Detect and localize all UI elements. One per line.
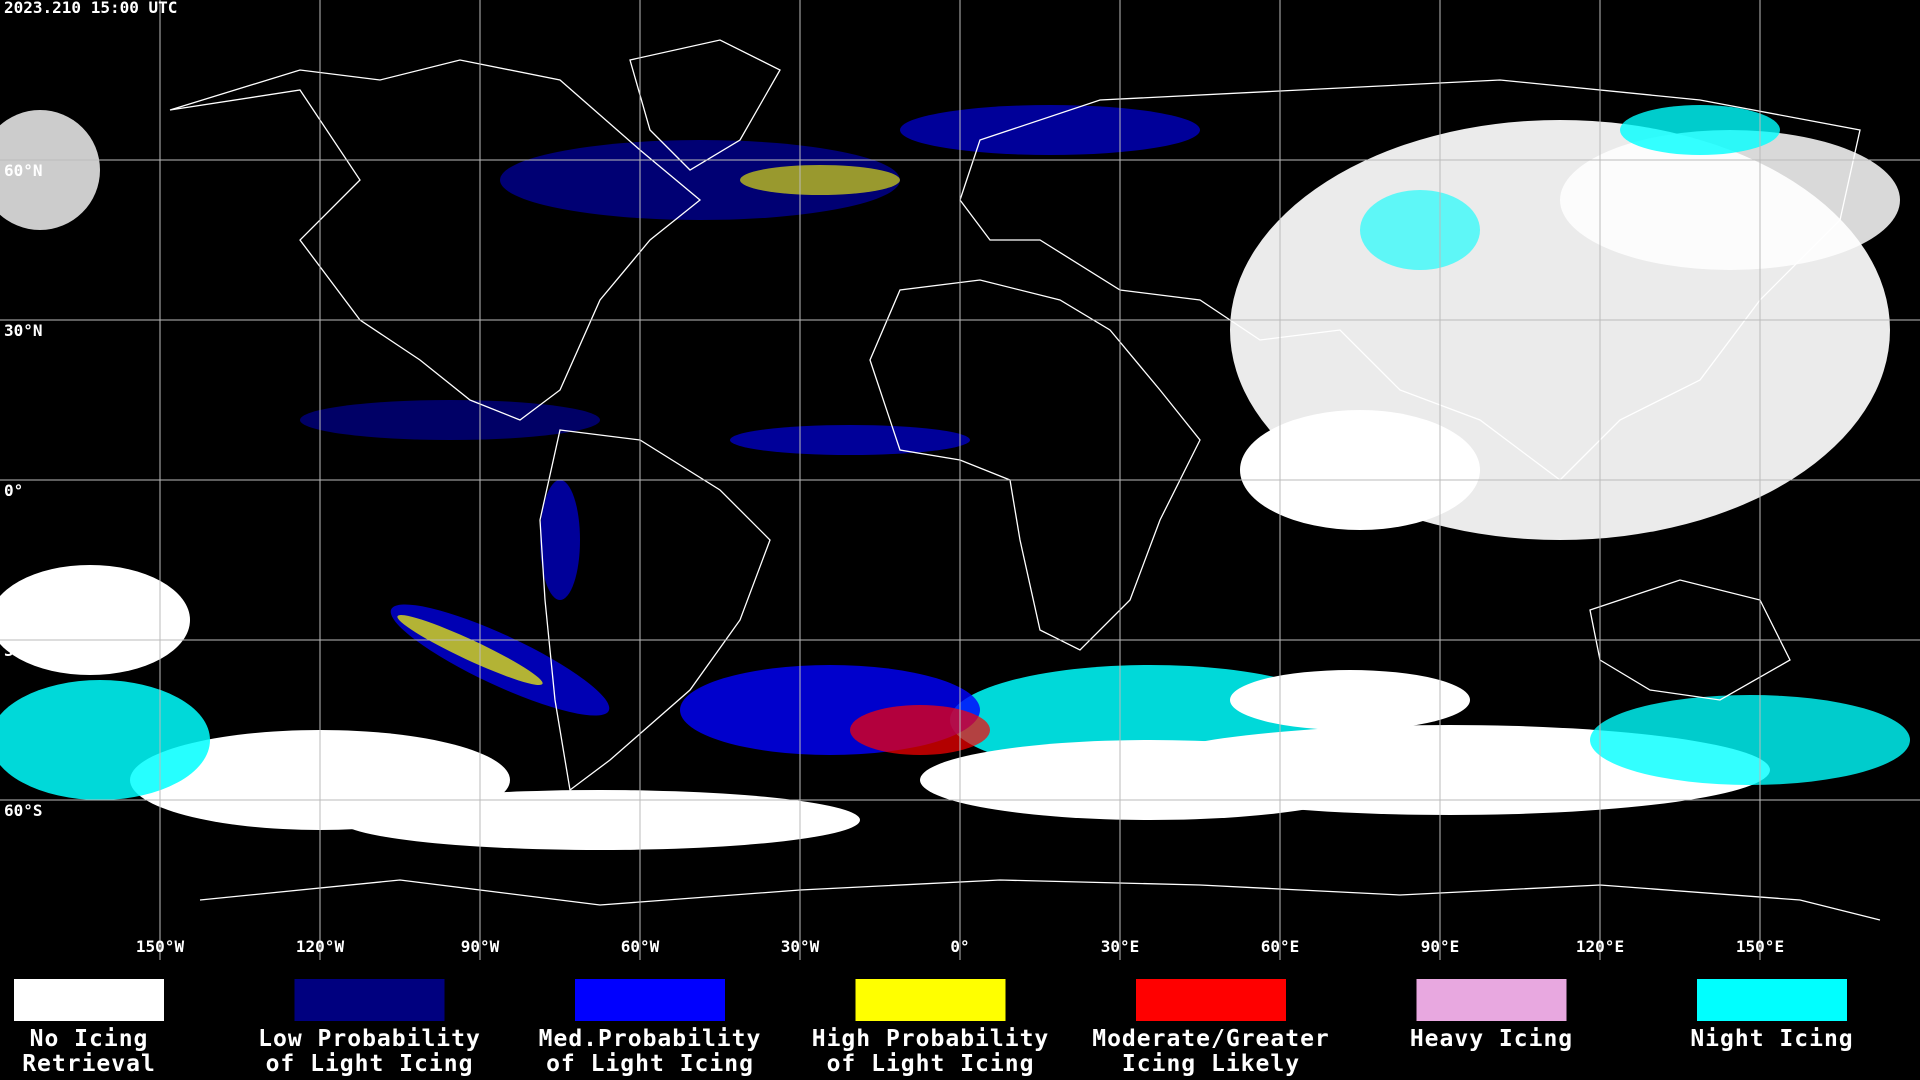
legend-label: Night Icing <box>1690 1026 1853 1052</box>
legend-label: Retrieval <box>22 1051 156 1077</box>
latitude-label: 30°S <box>4 641 43 660</box>
longitude-label: 90°E <box>1421 937 1460 956</box>
latitude-label: 0° <box>4 481 23 500</box>
legend-label: of Light Icing <box>266 1051 474 1077</box>
longitude-label: 0° <box>950 937 969 956</box>
longitude-label: 150°E <box>1736 937 1784 956</box>
cloud-cover <box>0 105 1910 850</box>
longitude-label: 60°E <box>1261 937 1300 956</box>
legend-swatch <box>1136 979 1286 1021</box>
longitude-label: 120°E <box>1576 937 1624 956</box>
longitude-label: 150°W <box>136 937 185 956</box>
longitude-label: 120°W <box>296 937 345 956</box>
legend-label: Moderate/Greater <box>1092 1026 1330 1052</box>
legend-label: Icing Likely <box>1122 1051 1300 1077</box>
longitude-label: 60°W <box>621 937 660 956</box>
legend-swatch <box>575 979 725 1021</box>
legend-label: Low Probability <box>258 1026 481 1052</box>
timestamp: 2023.210 15:00 UTC <box>4 0 177 17</box>
legend-swatch <box>14 979 164 1021</box>
graticule <box>0 0 1920 960</box>
legend-swatch <box>1697 979 1847 1021</box>
legend-label: No Icing <box>30 1026 149 1052</box>
legend-swatch <box>855 979 1006 1021</box>
legend-swatch <box>1416 979 1567 1021</box>
longitude-label: 90°W <box>461 937 500 956</box>
legend-swatch <box>294 979 445 1021</box>
latitude-label: 60°S <box>4 801 43 820</box>
legend-label: of Light Icing <box>827 1051 1035 1077</box>
legend-label: of Light Icing <box>546 1051 754 1077</box>
legend-label: Heavy Icing <box>1410 1026 1573 1052</box>
longitude-label: 30°E <box>1101 937 1140 956</box>
legend-label: Med.Probability <box>539 1026 762 1052</box>
legend-label: High Probability <box>812 1026 1050 1052</box>
longitude-label: 30°W <box>781 937 820 956</box>
latitude-label: 30°N <box>4 321 43 340</box>
latitude-label: 60°N <box>4 161 43 180</box>
